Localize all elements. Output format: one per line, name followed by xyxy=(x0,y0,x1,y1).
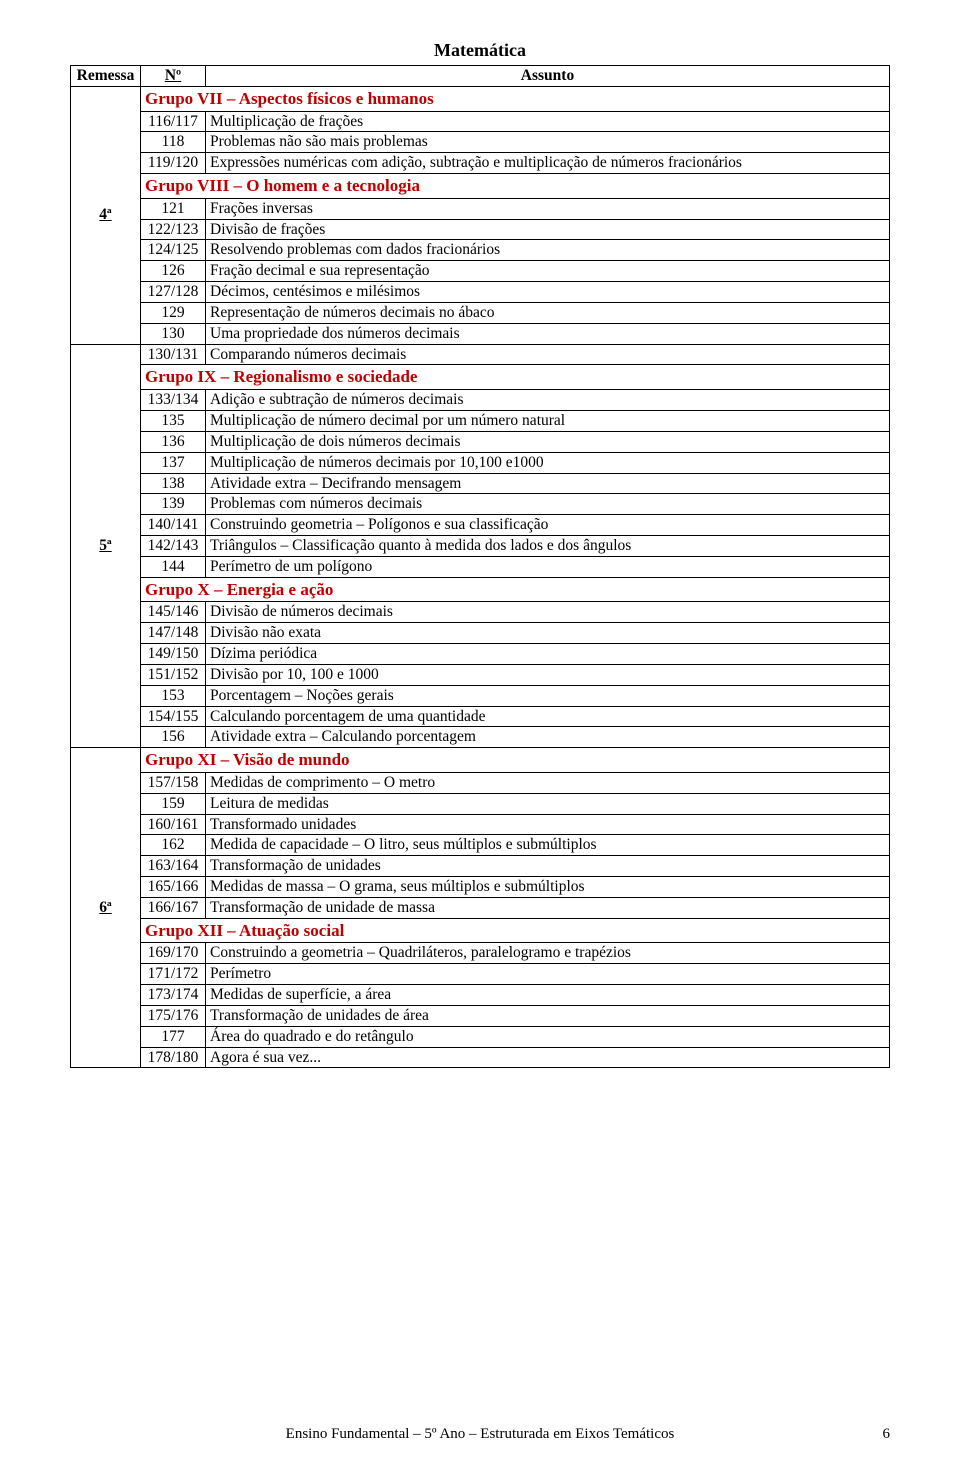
row-num: 171/172 xyxy=(141,964,206,985)
row-assunto: Porcentagem – Noções gerais xyxy=(206,685,890,706)
row-num: 129 xyxy=(141,302,206,323)
row-assunto: Medida de capacidade – O litro, seus múl… xyxy=(206,835,890,856)
row-num: 166/167 xyxy=(141,897,206,918)
page-number: 6 xyxy=(883,1426,891,1443)
row-num: 135 xyxy=(141,411,206,432)
group-9-title: Grupo IX – Regionalismo e sociedade xyxy=(141,365,890,390)
row-num: 160/161 xyxy=(141,814,206,835)
row-assunto: Transformação de unidades xyxy=(206,856,890,877)
page-title: Matemática xyxy=(70,40,890,61)
row-assunto: Atividade extra – Decifrando mensagem xyxy=(206,473,890,494)
row-assunto: Problemas com números decimais xyxy=(206,494,890,515)
row-assunto: Multiplicação de dois números decimais xyxy=(206,431,890,452)
row-assunto: Transformação de unidades de área xyxy=(206,1005,890,1026)
row-num: 169/170 xyxy=(141,943,206,964)
header-assunto: Assunto xyxy=(206,66,890,87)
row-assunto: Área do quadrado e do retângulo xyxy=(206,1026,890,1047)
group-11-title: Grupo XI – Visão de mundo xyxy=(141,748,890,773)
row-num: 156 xyxy=(141,727,206,748)
row-assunto: Construindo a geometria – Quadriláteros,… xyxy=(206,943,890,964)
row-num: 144 xyxy=(141,556,206,577)
row-num: 147/148 xyxy=(141,623,206,644)
row-num: 159 xyxy=(141,793,206,814)
group-12-title: Grupo XII – Atuação social xyxy=(141,918,890,943)
row-num: 130 xyxy=(141,323,206,344)
row-assunto: Décimos, centésimos e milésimos xyxy=(206,282,890,303)
row-num: 142/143 xyxy=(141,535,206,556)
row-num: 140/141 xyxy=(141,515,206,536)
row-num: 173/174 xyxy=(141,985,206,1006)
row-num: 138 xyxy=(141,473,206,494)
row-assunto: Divisão não exata xyxy=(206,623,890,644)
row-assunto: Medidas de superfície, a área xyxy=(206,985,890,1006)
remessa-6: 6ª xyxy=(71,748,141,1068)
group-8-title: Grupo VIII – O homem e a tecnologia xyxy=(141,174,890,199)
row-num: 175/176 xyxy=(141,1005,206,1026)
row-assunto: Medidas de massa – O grama, seus múltipl… xyxy=(206,877,890,898)
row-assunto: Dízima periódica xyxy=(206,644,890,665)
row-assunto: Representação de números decimais no ába… xyxy=(206,302,890,323)
row-num: 163/164 xyxy=(141,856,206,877)
content-table: Remessa Nº Assunto 4ª Grupo VII – Aspect… xyxy=(70,65,890,1068)
row-num: 130/131 xyxy=(141,344,206,365)
row-assunto: Adição e subtração de números decimais xyxy=(206,390,890,411)
row-assunto: Calculando porcentagem de uma quantidade xyxy=(206,706,890,727)
row-assunto: Multiplicação de número decimal por um n… xyxy=(206,411,890,432)
remessa-4: 4ª xyxy=(71,86,141,344)
row-assunto: Transformado unidades xyxy=(206,814,890,835)
row-num: 139 xyxy=(141,494,206,515)
row-num: 119/120 xyxy=(141,153,206,174)
row-assunto: Problemas não são mais problemas xyxy=(206,132,890,153)
row-num: 122/123 xyxy=(141,219,206,240)
row-assunto: Comparando números decimais xyxy=(206,344,890,365)
row-assunto: Agora é sua vez... xyxy=(206,1047,890,1068)
row-assunto: Fração decimal e sua representação xyxy=(206,261,890,282)
group-7-title: Grupo VII – Aspectos físicos e humanos xyxy=(141,86,890,111)
row-num: 151/152 xyxy=(141,664,206,685)
row-num: 116/117 xyxy=(141,111,206,132)
row-assunto: Divisão de números decimais xyxy=(206,602,890,623)
footer-text: Ensino Fundamental – 5º Ano – Estruturad… xyxy=(0,1426,960,1443)
row-num: 137 xyxy=(141,452,206,473)
row-num: 127/128 xyxy=(141,282,206,303)
row-assunto: Divisão de frações xyxy=(206,219,890,240)
row-assunto: Triângulos – Classificação quanto à medi… xyxy=(206,535,890,556)
group-10-title: Grupo X – Energia e ação xyxy=(141,577,890,602)
row-num: 153 xyxy=(141,685,206,706)
row-num: 136 xyxy=(141,431,206,452)
row-assunto: Divisão por 10, 100 e 1000 xyxy=(206,664,890,685)
row-assunto: Medidas de comprimento – O metro xyxy=(206,772,890,793)
row-assunto: Multiplicação de números decimais por 10… xyxy=(206,452,890,473)
row-assunto: Uma propriedade dos números decimais xyxy=(206,323,890,344)
row-num: 149/150 xyxy=(141,644,206,665)
row-assunto: Perímetro de um polígono xyxy=(206,556,890,577)
remessa-5: 5ª xyxy=(71,344,141,748)
row-assunto: Frações inversas xyxy=(206,198,890,219)
row-assunto: Transformação de unidade de massa xyxy=(206,897,890,918)
row-assunto: Resolvendo problemas com dados fracionár… xyxy=(206,240,890,261)
header-no: Nº xyxy=(141,66,206,87)
row-num: 118 xyxy=(141,132,206,153)
header-remessa: Remessa xyxy=(71,66,141,87)
row-assunto: Expressões numéricas com adição, subtraç… xyxy=(206,153,890,174)
row-num: 162 xyxy=(141,835,206,856)
row-num: 177 xyxy=(141,1026,206,1047)
row-assunto: Perímetro xyxy=(206,964,890,985)
row-num: 157/158 xyxy=(141,772,206,793)
row-assunto: Construindo geometria – Polígonos e sua … xyxy=(206,515,890,536)
row-num: 126 xyxy=(141,261,206,282)
row-num: 133/134 xyxy=(141,390,206,411)
row-num: 121 xyxy=(141,198,206,219)
row-num: 124/125 xyxy=(141,240,206,261)
row-num: 178/180 xyxy=(141,1047,206,1068)
row-assunto: Leitura de medidas xyxy=(206,793,890,814)
row-num: 165/166 xyxy=(141,877,206,898)
row-assunto: Atividade extra – Calculando porcentagem xyxy=(206,727,890,748)
row-num: 145/146 xyxy=(141,602,206,623)
row-num: 154/155 xyxy=(141,706,206,727)
row-assunto: Multiplicação de frações xyxy=(206,111,890,132)
